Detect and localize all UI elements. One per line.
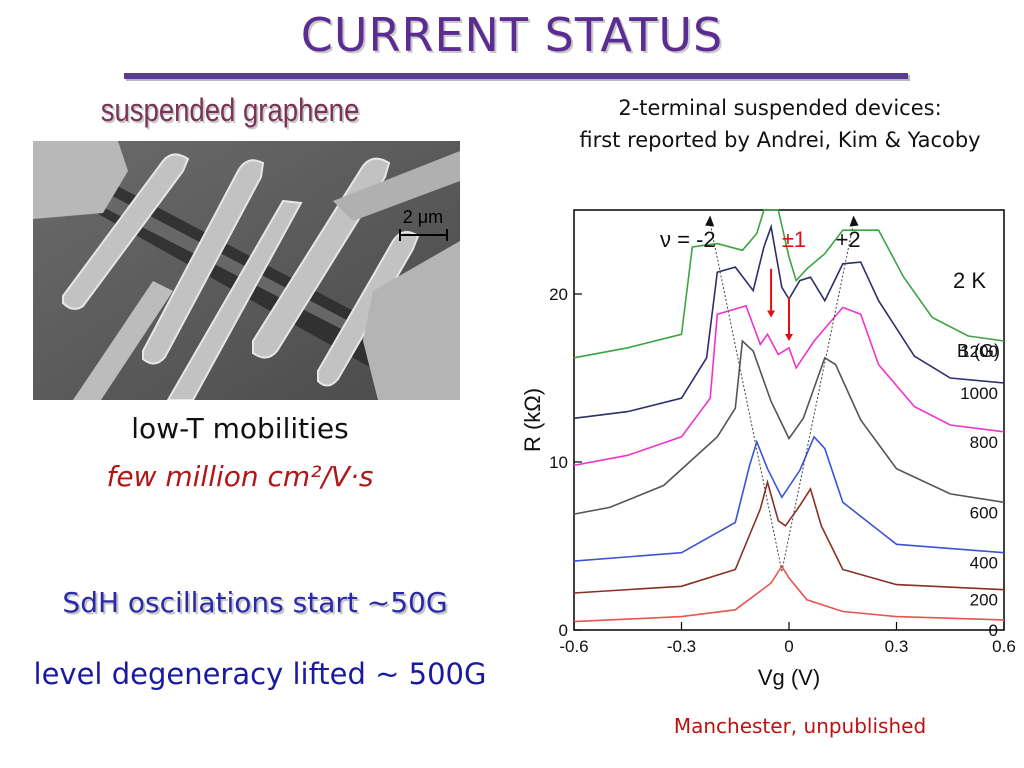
series-label-800: 800 — [970, 433, 998, 452]
y-axis-label: R (kΩ) — [520, 388, 545, 452]
annotation-nu-minus2: ν = -2 — [660, 227, 716, 252]
temperature-label: 2 K — [953, 268, 986, 293]
x-tick-label: -0.3 — [667, 637, 696, 656]
x-axis-label: Vg (V) — [758, 665, 820, 690]
x-tick-label: -0.6 — [559, 637, 588, 656]
series-line-800 — [573, 304, 1005, 467]
plus2-guide — [781, 223, 854, 572]
subtitle-suspended-graphene: suspended graphene — [100, 92, 360, 128]
series-line-400 — [573, 435, 1005, 562]
reference-line-2: first reported by Andrei, Kim & Yacoby — [579, 128, 981, 152]
level-degeneracy-text: level degeneracy lifted ~ 500G — [33, 657, 487, 691]
annotation-pm1: ±1 — [782, 227, 806, 252]
sem-micrograph: 2 μm — [33, 141, 460, 400]
series-line-1000 — [573, 223, 1005, 420]
x-tick-label: 0.6 — [992, 637, 1016, 656]
reference-line-1: 2-terminal suspended devices: — [618, 96, 942, 120]
credit-text: Manchester, unpublished — [673, 714, 927, 738]
x-tick-label: 0.3 — [885, 637, 909, 656]
series-line-200 — [573, 479, 1005, 594]
plus2-arrowhead — [849, 215, 859, 227]
series-line-1200 — [573, 209, 1005, 359]
mobility-line-1: low-T mobilities — [131, 412, 349, 445]
scalebar-label: 2 μm — [403, 207, 443, 227]
series-label-0: 0 — [989, 621, 998, 640]
y-tick-label: 20 — [549, 285, 568, 304]
nu-minus2-guide — [709, 223, 783, 572]
nu-minus2-arrowhead — [705, 215, 715, 227]
series-line-0 — [573, 564, 1005, 623]
series-label-1000: 1000 — [960, 384, 998, 403]
y-tick-label: 0 — [559, 621, 568, 640]
series-label-400: 400 — [970, 554, 998, 573]
x-tick-label: 0 — [784, 637, 793, 656]
field-header: B (G) — [957, 341, 1000, 361]
sdh-oscillations-text: SdH oscillations start ~50G — [62, 586, 448, 619]
series-label-200: 200 — [970, 591, 998, 610]
series-label-1200: 1200 — [960, 342, 998, 361]
title-underline — [124, 73, 908, 79]
series-label-600: 600 — [970, 503, 998, 522]
mobility-line-2: few million cm²/V·s — [106, 460, 374, 493]
slide-title: CURRENT STATUS — [300, 8, 724, 62]
annotation-plus2: +2 — [836, 227, 861, 252]
series-line-600 — [573, 339, 1005, 515]
y-tick-label: 10 — [549, 453, 568, 472]
